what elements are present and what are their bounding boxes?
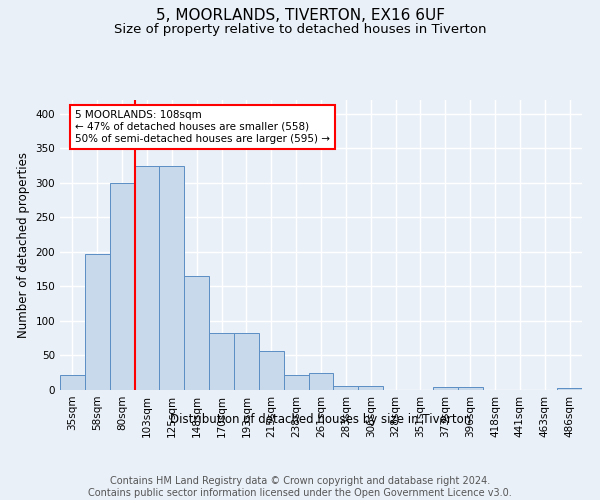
Y-axis label: Number of detached properties: Number of detached properties (17, 152, 30, 338)
Bar (184, 276, 209, 390)
Bar (557, 388, 582, 390)
Bar (160, 166, 184, 390)
Bar (334, 386, 358, 390)
Bar (110, 183, 134, 390)
Bar (134, 166, 160, 390)
Text: Size of property relative to detached houses in Tiverton: Size of property relative to detached ho… (114, 22, 486, 36)
Bar (358, 386, 383, 390)
Bar (458, 387, 482, 390)
Bar (209, 334, 234, 390)
Bar (308, 372, 334, 390)
Bar (85, 254, 110, 390)
Text: 5 MOORLANDS: 108sqm
← 47% of detached houses are smaller (558)
50% of semi-detac: 5 MOORLANDS: 108sqm ← 47% of detached ho… (75, 110, 330, 144)
Bar (433, 387, 458, 390)
Text: 5, MOORLANDS, TIVERTON, EX16 6UF: 5, MOORLANDS, TIVERTON, EX16 6UF (155, 8, 445, 22)
Bar (259, 350, 284, 390)
Text: Distribution of detached houses by size in Tiverton: Distribution of detached houses by size … (170, 412, 472, 426)
Text: Contains HM Land Registry data © Crown copyright and database right 2024.
Contai: Contains HM Land Registry data © Crown c… (88, 476, 512, 498)
Bar (234, 334, 259, 390)
Bar (284, 375, 308, 390)
Bar (60, 375, 85, 390)
